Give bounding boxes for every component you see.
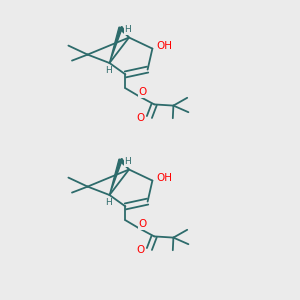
Text: OH: OH xyxy=(156,41,172,51)
Polygon shape xyxy=(119,26,129,38)
Text: O: O xyxy=(138,87,146,98)
Polygon shape xyxy=(110,159,122,195)
Text: OH: OH xyxy=(156,173,172,183)
Text: O: O xyxy=(138,219,146,230)
Text: H: H xyxy=(124,158,131,166)
Polygon shape xyxy=(119,158,129,169)
Text: H: H xyxy=(105,66,112,75)
Text: O: O xyxy=(136,112,145,123)
Polygon shape xyxy=(110,27,122,63)
Text: H: H xyxy=(124,26,131,34)
Text: O: O xyxy=(136,244,145,255)
Text: H: H xyxy=(105,198,112,207)
